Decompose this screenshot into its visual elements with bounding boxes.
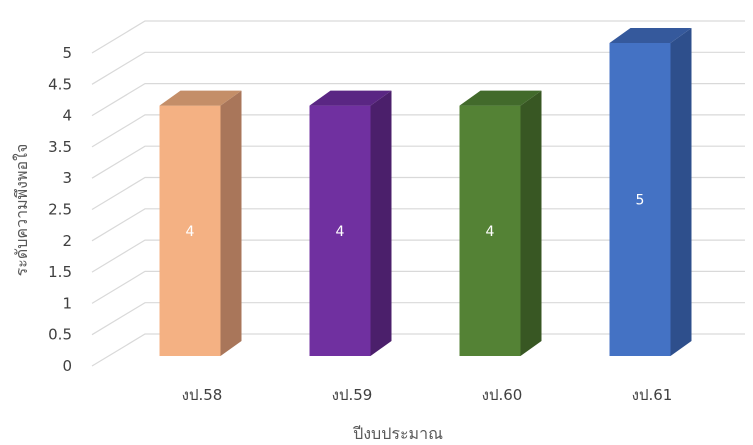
y-tick-label: 2.5 xyxy=(48,201,72,219)
gridlines xyxy=(91,20,745,367)
data-label: 4 xyxy=(486,224,495,240)
bar xyxy=(609,43,671,356)
y-tick-label: 4 xyxy=(62,107,72,125)
bar-top xyxy=(609,28,692,43)
bar-group xyxy=(609,28,692,356)
gridline xyxy=(91,51,745,85)
x-axis-categories: งป.58 งป.59 งป.60 งป.61 xyxy=(182,386,673,404)
gridline xyxy=(91,302,745,336)
gridline xyxy=(91,82,745,117)
x-category-label: งป.58 xyxy=(182,386,223,404)
bar-top xyxy=(159,90,242,106)
y-axis-ticks: 0 0.5 1 1.5 2 2.5 3 3.5 4 4.5 5 xyxy=(48,44,72,375)
gridline xyxy=(91,176,745,211)
gridline xyxy=(91,208,745,242)
y-tick-label: 1.5 xyxy=(48,263,72,281)
bar-group xyxy=(159,90,242,356)
bar-side xyxy=(370,90,392,356)
y-tick-label: 5 xyxy=(62,44,72,62)
y-tick-label: 4.5 xyxy=(48,75,72,93)
bar-top xyxy=(309,90,392,106)
data-label: 5 xyxy=(636,193,645,209)
bar-top xyxy=(459,90,542,106)
bar-group xyxy=(459,90,542,356)
y-axis-title: ระดับความพึงพอใจ xyxy=(12,144,31,277)
y-tick-label: 0.5 xyxy=(48,326,72,344)
bar xyxy=(159,105,221,356)
bars xyxy=(159,28,692,356)
data-labels: 4 4 4 5 xyxy=(186,193,645,240)
bar-side xyxy=(670,28,692,356)
y-tick-label: 2 xyxy=(62,232,72,250)
x-category-label: งป.59 xyxy=(332,386,373,404)
y-tick-label: 1 xyxy=(62,294,72,312)
bar-group xyxy=(309,90,392,356)
x-category-label: งป.61 xyxy=(632,386,673,404)
gridline xyxy=(91,239,745,273)
x-category-label: งป.60 xyxy=(482,386,523,404)
bar-side xyxy=(520,90,542,356)
bar-side xyxy=(220,90,242,356)
gridline xyxy=(91,270,745,304)
data-label: 4 xyxy=(336,224,345,240)
y-tick-label: 3 xyxy=(62,169,72,187)
gridline xyxy=(91,20,745,54)
gridline xyxy=(91,333,745,367)
gridline xyxy=(91,114,745,148)
y-tick-label: 3.5 xyxy=(48,138,72,156)
x-axis-title: ปีงบประมาณ xyxy=(353,424,443,443)
bar xyxy=(309,105,371,356)
data-label: 4 xyxy=(186,224,195,240)
gridline xyxy=(91,145,745,179)
bar xyxy=(459,105,521,356)
y-tick-label: 0 xyxy=(62,357,72,375)
